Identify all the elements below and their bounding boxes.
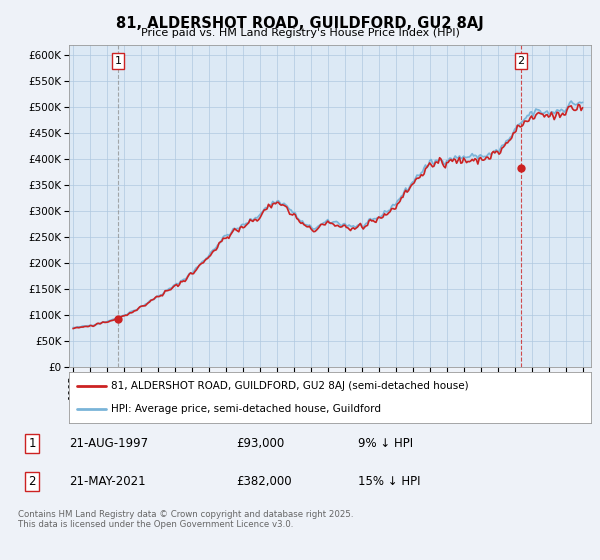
Text: 15% ↓ HPI: 15% ↓ HPI [358, 475, 420, 488]
Text: £93,000: £93,000 [236, 437, 285, 450]
Text: 1: 1 [115, 56, 122, 66]
Text: 21-MAY-2021: 21-MAY-2021 [70, 475, 146, 488]
Text: HPI: Average price, semi-detached house, Guildford: HPI: Average price, semi-detached house,… [111, 404, 381, 414]
Text: 1: 1 [28, 437, 36, 450]
Text: 2: 2 [517, 56, 524, 66]
Text: 81, ALDERSHOT ROAD, GUILDFORD, GU2 8AJ: 81, ALDERSHOT ROAD, GUILDFORD, GU2 8AJ [116, 16, 484, 31]
Text: 9% ↓ HPI: 9% ↓ HPI [358, 437, 413, 450]
Text: £382,000: £382,000 [236, 475, 292, 488]
Text: 21-AUG-1997: 21-AUG-1997 [70, 437, 149, 450]
Text: 2: 2 [28, 475, 36, 488]
Text: Contains HM Land Registry data © Crown copyright and database right 2025.
This d: Contains HM Land Registry data © Crown c… [18, 510, 353, 529]
Text: 81, ALDERSHOT ROAD, GUILDFORD, GU2 8AJ (semi-detached house): 81, ALDERSHOT ROAD, GUILDFORD, GU2 8AJ (… [111, 381, 469, 391]
Text: Price paid vs. HM Land Registry's House Price Index (HPI): Price paid vs. HM Land Registry's House … [140, 28, 460, 38]
